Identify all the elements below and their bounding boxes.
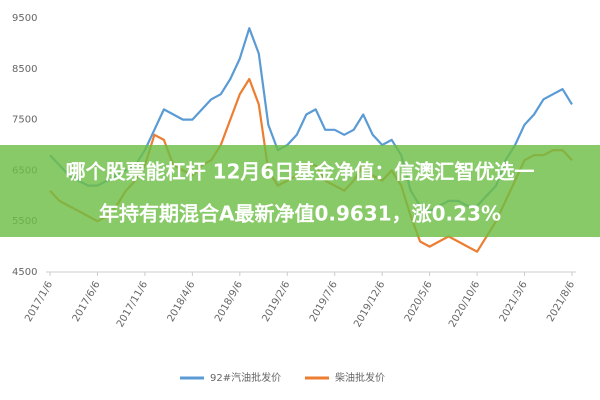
banner-bg (0, 145, 600, 237)
banner-text: 哪个股票能杠杆 12月6日基金净值：信澳汇智优选一 (66, 160, 535, 184)
y-tick-label: 9500 (12, 13, 37, 24)
y-tick-label: 8500 (12, 64, 37, 75)
y-tick-label: 4500 (12, 267, 37, 278)
banner-text: 年持有期混合A最新净值0.9631，涨0.23% (99, 202, 501, 226)
legend-label: 92#汽油批发价 (210, 371, 281, 384)
legend-label: 柴油批发价 (335, 371, 385, 384)
y-tick-label: 7500 (12, 115, 37, 126)
